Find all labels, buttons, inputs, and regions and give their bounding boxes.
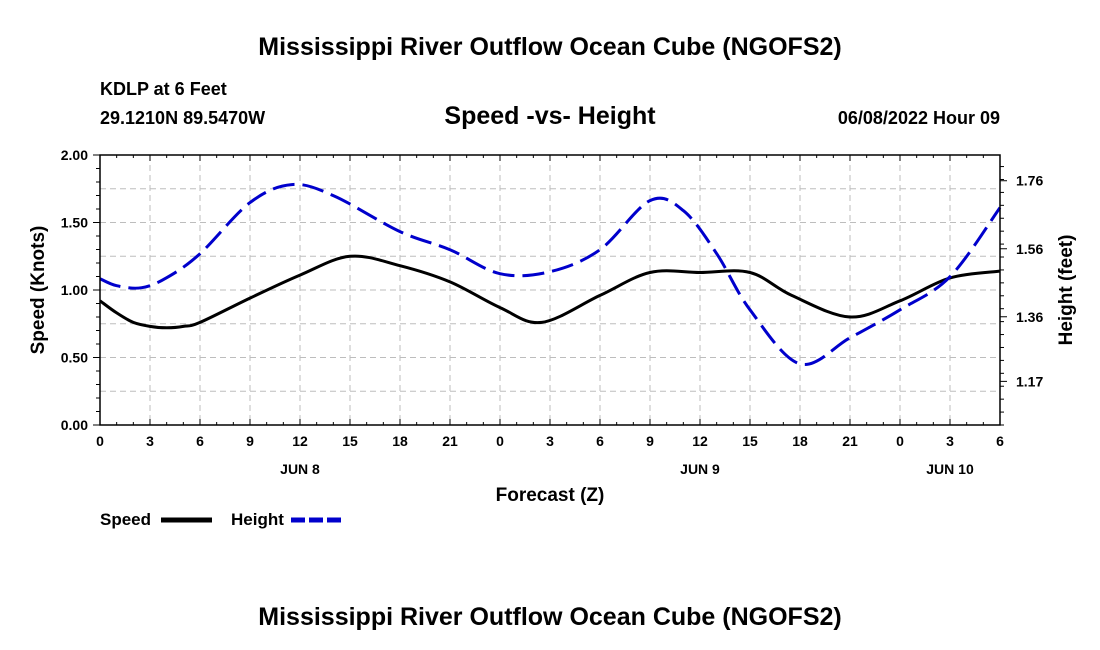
legend: Speed Height (100, 510, 342, 529)
x-tick-label: 15 (342, 433, 358, 449)
x-tick-label: 6 (196, 433, 204, 449)
grid-lines (100, 154, 1000, 425)
y-tick-label: 1.00 (61, 282, 88, 298)
y2-tick-label: 1.76 (1016, 173, 1043, 189)
day-label: JUN 9 (680, 461, 720, 477)
y2-tick-label: 1.17 (1016, 373, 1043, 389)
day-label: JUN 10 (926, 461, 974, 477)
y-axis-title: Speed (Knots) (28, 226, 49, 355)
y-tick-label: 0.50 (61, 350, 88, 366)
x-tick-label: 12 (292, 433, 308, 449)
x-tick-label: 18 (392, 433, 408, 449)
legend-height-label: Height (231, 510, 284, 529)
footer-title: Mississippi River Outflow Ocean Cube (NG… (258, 603, 841, 631)
series-line-height (99, 182, 1002, 366)
x-tick-label: 6 (996, 433, 1004, 449)
x-tick-label: 9 (646, 433, 654, 449)
forecast-datetime: 06/08/2022 Hour 09 (838, 108, 1000, 128)
x-axis-title: Forecast (Z) (496, 485, 605, 506)
x-tick-label: 0 (496, 433, 504, 449)
y-tick-label: 1.50 (61, 215, 88, 231)
legend-speed-label: Speed (100, 510, 151, 529)
y2-tick-label: 1.56 (1016, 241, 1043, 257)
x-tick-label: 9 (246, 433, 254, 449)
main-title: Mississippi River Outflow Ocean Cube (NG… (258, 33, 841, 61)
y-tick-label: 0.00 (61, 417, 88, 433)
x-tick-label: 3 (546, 433, 554, 449)
series-line-speed (99, 254, 1001, 330)
x-tick-label: 0 (896, 433, 904, 449)
station-coords: 29.1210N 89.5470W (100, 108, 265, 128)
x-tick-label: 3 (146, 433, 154, 449)
x-tick-label: 18 (792, 433, 808, 449)
x-tick-label: 21 (842, 433, 858, 449)
x-tick-label: 0 (96, 433, 104, 449)
x-tick-label: 12 (692, 433, 708, 449)
chart-subtitle: Speed -vs- Height (444, 102, 656, 130)
y2-axis-title: Height (feet) (1056, 235, 1077, 346)
y2-tick-label: 1.36 (1016, 309, 1043, 325)
station-name: KDLP at 6 Feet (100, 79, 227, 99)
x-tick-label: 21 (442, 433, 458, 449)
x-tick-label: 15 (742, 433, 758, 449)
x-tick-label: 3 (946, 433, 954, 449)
axis-layer: 0 3 6 9 12 15 18 21 0 3 6 9 12 15 18 21 0 3 6 JUN 8 JUN 9 JUN… (61, 147, 1044, 477)
day-label: JUN 8 (280, 461, 320, 477)
y-tick-label: 2.00 (61, 147, 88, 163)
x-tick-label: 6 (596, 433, 604, 449)
series-layer (99, 182, 1002, 366)
